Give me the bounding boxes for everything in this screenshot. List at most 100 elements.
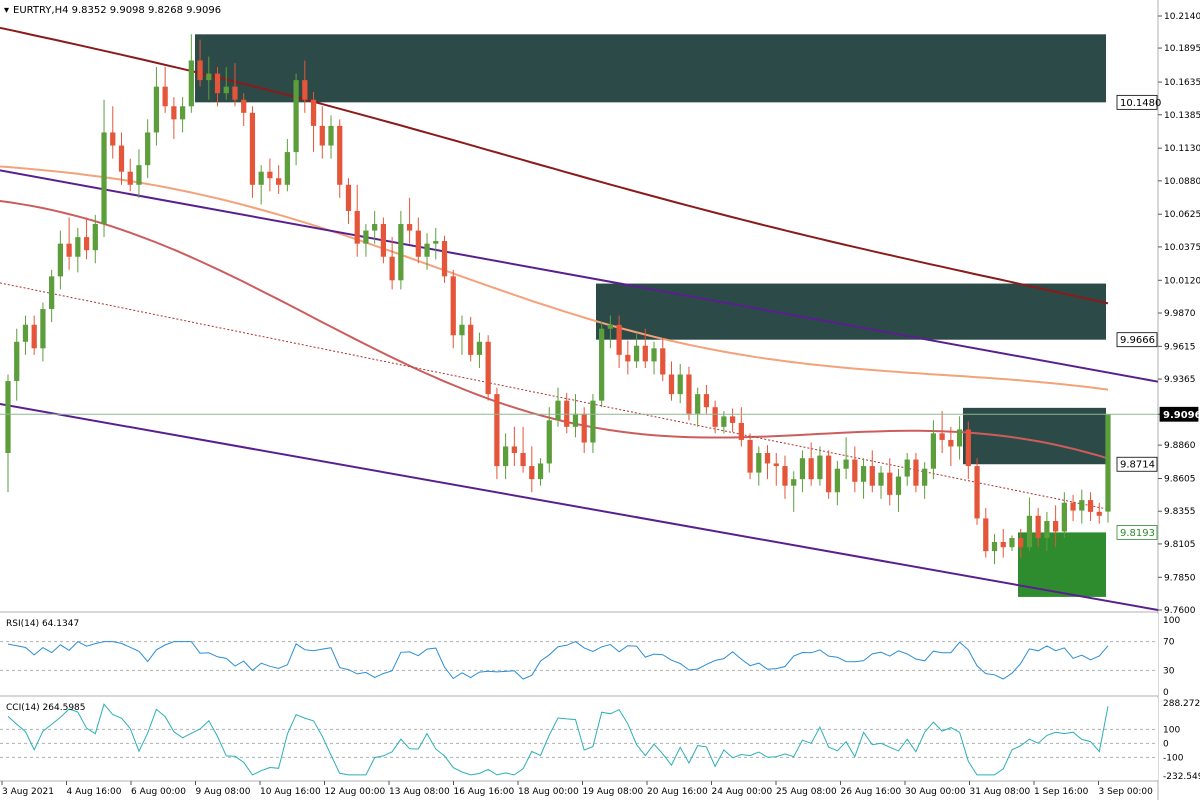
rsi-pane[interactable]: RSI(14) 64.1347 100 70 30 0: [0, 614, 1180, 698]
price-label-box-current: [1159, 406, 1199, 422]
candle-body: [1026, 515, 1033, 548]
candle: [415, 217, 421, 264]
candle-body: [40, 309, 46, 349]
candle-body: [450, 276, 456, 336]
time-tick-label: 31 Aug 08:00: [970, 787, 1031, 797]
cci-line: [7, 703, 1109, 776]
candle: [503, 433, 509, 480]
candle-body: [75, 237, 81, 257]
cci-tick-label: 288.2722: [1163, 699, 1200, 709]
candle: [677, 364, 683, 404]
candle-body: [337, 125, 343, 185]
zone-0: [195, 34, 1106, 103]
rsi-tick-label: 70: [1163, 638, 1175, 648]
candle: [939, 411, 945, 453]
price-label-box-support: [1116, 525, 1158, 540]
rsi-tick-label: 100: [1163, 616, 1180, 626]
candle: [354, 184, 360, 257]
candle: [40, 302, 46, 362]
candle-body: [1070, 502, 1076, 511]
candle: [485, 335, 491, 401]
candle: [607, 315, 613, 349]
price-tick-label: 9.7850: [1164, 573, 1196, 583]
cci-pane[interactable]: CCI(14) 264.5985 288.2722 100 0 -100 -232.54…: [0, 698, 1200, 782]
candle: [118, 132, 125, 185]
candle-body: [616, 324, 622, 355]
candle-body: [83, 237, 90, 251]
chart-menu-icon[interactable]: ▾: [4, 5, 9, 16]
candle-body: [729, 416, 736, 423]
price-tick-label: 9.9870: [1164, 309, 1196, 319]
candle: [729, 408, 736, 433]
rsi-tick-label: 0: [1163, 688, 1169, 698]
candle-body: [485, 341, 491, 395]
candle: [127, 158, 133, 192]
candle-body: [406, 224, 413, 231]
ema-mid-line: [0, 165, 1109, 391]
candle: [948, 426, 954, 467]
candle-body: [599, 328, 605, 401]
candle-body: [380, 224, 387, 257]
candle-body: [834, 468, 840, 493]
price-tick-label: 10.0375: [1164, 243, 1200, 253]
candle: [5, 374, 11, 493]
candle: [66, 217, 72, 270]
time-tick-label: 20 Aug 16:00: [647, 787, 708, 797]
candle: [843, 437, 849, 480]
candle-body: [965, 429, 971, 467]
zone-2: [963, 407, 1106, 465]
candle-body: [782, 466, 788, 486]
candle: [686, 366, 692, 421]
candle-body: [703, 394, 710, 408]
candle: [1053, 505, 1059, 548]
time-tick-label: 9 Aug 08:00: [196, 787, 251, 797]
candle-body: [188, 60, 194, 107]
candle-body: [162, 86, 168, 107]
candle: [956, 416, 963, 460]
candle-body: [92, 224, 98, 251]
candle: [817, 446, 823, 486]
candle-body: [974, 466, 980, 519]
time-tick-label: 16 Aug 16:00: [454, 787, 515, 797]
candle-body: [572, 413, 579, 427]
price-tick-label: 9.8105: [1164, 540, 1196, 550]
candle: [625, 340, 631, 375]
candle-body: [214, 73, 221, 94]
candle: [922, 462, 928, 499]
candle: [581, 407, 587, 453]
candle: [310, 91, 317, 153]
price-label-zone_mid: 9.9666: [1120, 335, 1155, 346]
candle-body: [633, 345, 640, 362]
channel-line-0: [0, 169, 1159, 383]
candle-body: [651, 348, 657, 362]
candle-body: [1061, 502, 1067, 532]
candle-body: [555, 400, 561, 421]
candle: [1018, 528, 1024, 558]
candle-body: [22, 324, 29, 342]
candle-body: [799, 458, 806, 480]
candle-body: [537, 463, 544, 480]
candle: [22, 315, 29, 355]
candle: [668, 361, 675, 401]
candle-body: [293, 80, 299, 153]
cci-axis: 288.2722 100 0 -100 -232.549: [1163, 699, 1200, 782]
candle: [642, 328, 648, 368]
candle-body: [241, 99, 247, 113]
price-tick-label: 10.1385: [1164, 111, 1200, 121]
candle: [267, 158, 273, 192]
candle: [179, 97, 186, 133]
candle: [328, 115, 334, 159]
candle-body: [764, 452, 771, 464]
candle: [1070, 494, 1076, 522]
price-tick-label: 9.8355: [1164, 507, 1196, 517]
candle-body: [503, 446, 509, 467]
candle: [529, 446, 535, 493]
candle-body: [1009, 538, 1015, 548]
price-label-support: 9.8193: [1120, 528, 1155, 539]
price-label-box-zone_mid: [1116, 332, 1158, 348]
candle: [389, 237, 395, 290]
candle: [555, 387, 561, 427]
candle: [808, 442, 814, 486]
